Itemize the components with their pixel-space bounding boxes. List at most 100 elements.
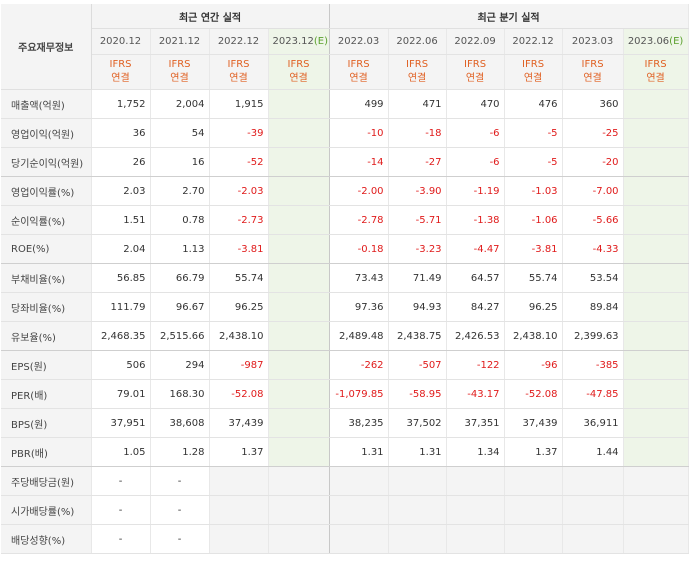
table-cell [623, 234, 689, 264]
basis-ifrs: IFRS [644, 59, 667, 70]
table-cell: 2,004 [150, 89, 210, 119]
table-cell: -52.08 [209, 379, 269, 409]
table-cell: -1,079.85 [329, 379, 389, 409]
table-cell: 38,608 [150, 408, 210, 438]
row-label: 부채비율(%) [1, 263, 92, 293]
basis-consolidated: 연결 [523, 73, 543, 84]
table-cell: -2.00 [329, 176, 389, 206]
table-cell: 476 [504, 89, 563, 119]
row-label: 매출액(억원) [1, 89, 92, 119]
accounting-basis: IFRS 연결 [562, 54, 624, 90]
table-cell [268, 524, 330, 554]
period-label: 2023.03 [571, 36, 614, 47]
table-row: BPS(원) 37,951 38,608 37,439 38,235 37,502 37,3… [1, 408, 689, 438]
row-label: 영업이익률(%) [1, 176, 92, 206]
period-label: 2022.06 [396, 36, 438, 47]
period-header: 2023.06(E) [623, 28, 689, 55]
table-cell: 294 [150, 350, 210, 380]
period-label: 2021.12 [158, 36, 201, 47]
table-cell: 2,438.75 [388, 321, 447, 351]
table-cell [268, 292, 330, 322]
table-cell: -14 [329, 147, 389, 177]
table-row: 배당성향(%) - - [1, 524, 689, 554]
annual-group-header: 최근 연간 실적 [91, 4, 330, 29]
table-cell [268, 147, 330, 177]
table-cell [504, 524, 563, 554]
period-header: 2022.12 [209, 28, 269, 55]
accounting-basis: IFRS 연결 [150, 54, 210, 90]
period-header: 2022.12 [504, 28, 563, 55]
table-cell [504, 495, 563, 525]
table-cell: -39 [209, 118, 269, 148]
table-cell: -52 [209, 147, 269, 177]
table-cell: -987 [209, 350, 269, 380]
accounting-basis: IFRS 연결 [504, 54, 563, 90]
period-header: 2022.03 [329, 28, 389, 55]
table-cell: -0.18 [329, 234, 389, 264]
table-cell [623, 263, 689, 293]
table-cell [329, 524, 389, 554]
table-cell: -27 [388, 147, 447, 177]
accounting-basis: IFRS 연결 [388, 54, 447, 90]
table-cell [623, 292, 689, 322]
table-row: 유보율(%) 2,468.35 2,515.66 2,438.10 2,489.48 2,… [1, 321, 689, 351]
table-cell: -507 [388, 350, 447, 380]
table-cell: 54 [150, 118, 210, 148]
table-cell: 2,489.48 [329, 321, 389, 351]
table-cell [623, 321, 689, 351]
table-cell [268, 176, 330, 206]
table-cell: 73.43 [329, 263, 389, 293]
table-cell: -5 [504, 147, 563, 177]
table-cell: -58.95 [388, 379, 447, 409]
row-label: ROE(%) [1, 234, 92, 264]
basis-ifrs: IFRS [168, 59, 191, 70]
table-cell: -4.33 [562, 234, 624, 264]
table-cell: 1.31 [388, 437, 447, 467]
table-cell: 1,915 [209, 89, 269, 119]
table-row: 순이익률(%) 1.51 0.78 -2.73 -2.78 -5.71 -1.38 -1.06… [1, 205, 689, 235]
table-cell: -262 [329, 350, 389, 380]
table-cell: 1.13 [150, 234, 210, 264]
table-cell: -6 [446, 118, 505, 148]
table-cell: -20 [562, 147, 624, 177]
table-cell: - [150, 524, 210, 554]
table-cell: -4.47 [446, 234, 505, 264]
table-cell [623, 118, 689, 148]
table-cell: 471 [388, 89, 447, 119]
table-cell: 96.25 [504, 292, 563, 322]
basis-consolidated: 연결 [229, 73, 248, 84]
table-row: ROE(%) 2.04 1.13 -3.81 -0.18 -3.23 -4.47 -3.81-… [1, 234, 689, 264]
table-cell [209, 524, 269, 554]
table-cell: 94.93 [388, 292, 447, 322]
table-cell: -1.19 [446, 176, 505, 206]
basis-consolidated: 연결 [646, 73, 665, 84]
table-cell: 36 [91, 118, 151, 148]
table-cell [388, 466, 447, 496]
table-cell: -5 [504, 118, 563, 148]
table-cell: 36,911 [562, 408, 624, 438]
table-cell [446, 495, 505, 525]
table-cell: 26 [91, 147, 151, 177]
table-cell [268, 205, 330, 235]
row-label: 영업이익(억원) [1, 118, 92, 148]
basis-consolidated: 연결 [349, 73, 368, 84]
table-cell: 37,351 [446, 408, 505, 438]
basis-ifrs: IFRS [406, 59, 429, 70]
table-cell [623, 89, 689, 119]
table-cell [446, 466, 505, 496]
table-cell: -1.38 [446, 205, 505, 235]
table-cell: 38,235 [329, 408, 389, 438]
table-cell: -3.23 [388, 234, 447, 264]
period-label: 2022.09 [454, 36, 496, 47]
table-cell: - [150, 466, 210, 496]
period-header: 2023.12(E) [268, 28, 330, 55]
table-cell [623, 350, 689, 380]
table-cell: -1.06 [504, 205, 563, 235]
period-header: 2021.12 [150, 28, 210, 55]
table-cell: -47.85 [562, 379, 624, 409]
table-cell: 66.79 [150, 263, 210, 293]
table-cell: - [150, 495, 210, 525]
table-cell: 96.25 [209, 292, 269, 322]
period-label: 2022.03 [337, 36, 380, 47]
table-cell [504, 466, 563, 496]
